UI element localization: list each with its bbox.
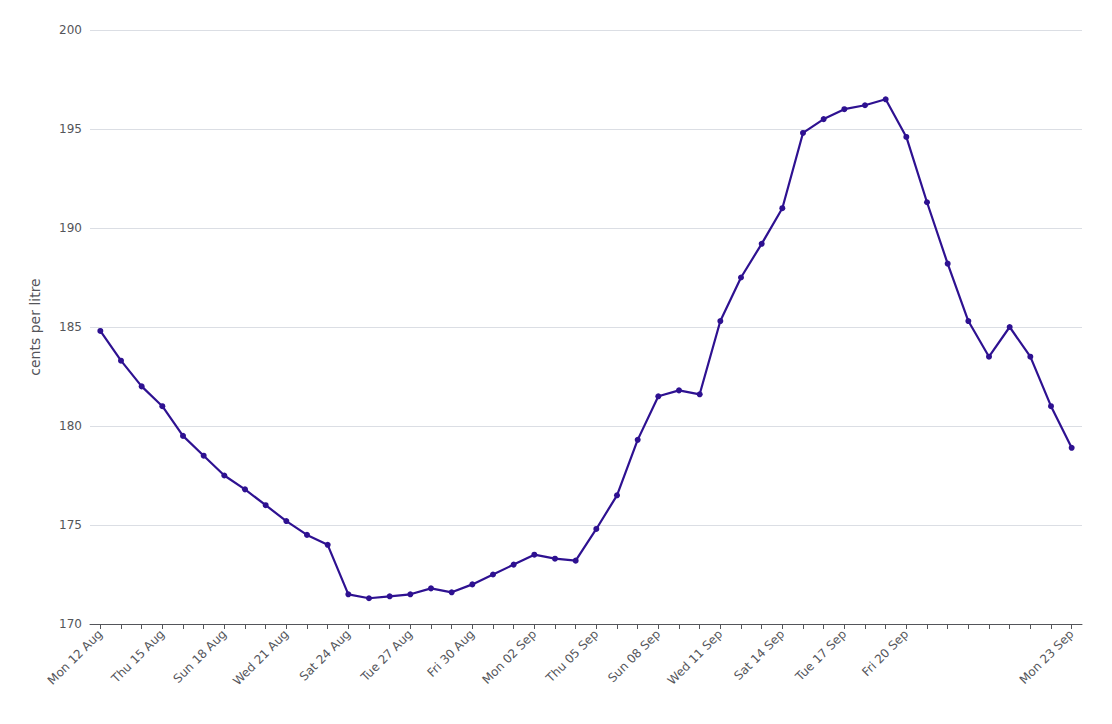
svg-text:Fri 30 Aug: Fri 30 Aug xyxy=(425,627,478,680)
svg-text:170: 170 xyxy=(59,617,82,631)
svg-text:Sun 08 Sep: Sun 08 Sep xyxy=(605,627,663,685)
svg-text:Wed 21 Aug: Wed 21 Aug xyxy=(230,627,291,688)
svg-text:175: 175 xyxy=(59,518,82,532)
svg-text:Mon 12 Aug: Mon 12 Aug xyxy=(45,627,105,687)
svg-text:180: 180 xyxy=(59,419,82,433)
svg-text:185: 185 xyxy=(59,320,82,334)
svg-text:Fri 20 Sep: Fri 20 Sep xyxy=(859,627,911,679)
svg-text:Thu 05 Sep: Thu 05 Sep xyxy=(543,627,602,686)
svg-text:Sun 18 Aug: Sun 18 Aug xyxy=(171,627,230,686)
svg-text:Sat 24 Aug: Sat 24 Aug xyxy=(297,627,354,684)
svg-text:190: 190 xyxy=(59,221,82,235)
svg-text:cents per litre: cents per litre xyxy=(27,278,43,375)
svg-text:Tue 17 Sep: Tue 17 Sep xyxy=(792,627,849,684)
svg-text:Mon 23 Sep: Mon 23 Sep xyxy=(1017,627,1077,687)
svg-text:Wed 11 Sep: Wed 11 Sep xyxy=(665,627,726,688)
svg-text:Thu 15 Aug: Thu 15 Aug xyxy=(108,627,167,686)
svg-text:200: 200 xyxy=(59,23,82,37)
svg-text:Tue 27 Aug: Tue 27 Aug xyxy=(357,627,415,685)
svg-text:Sat 14 Sep: Sat 14 Sep xyxy=(731,627,787,683)
svg-text:Mon 02 Sep: Mon 02 Sep xyxy=(479,627,539,687)
svg-text:195: 195 xyxy=(59,122,82,136)
